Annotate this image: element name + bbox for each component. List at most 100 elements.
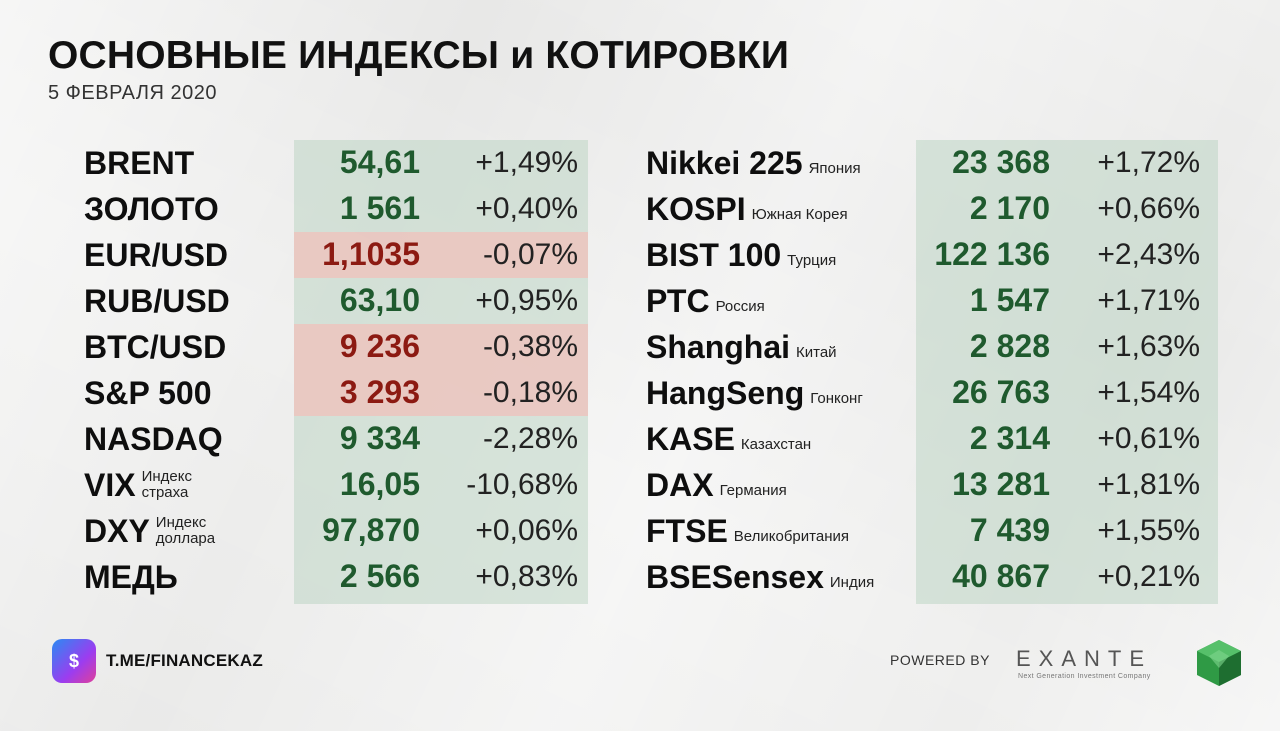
channel-link[interactable]: $ T.ME/FINANCEKAZ [52,639,263,683]
instrument-name: RUB/USD [84,283,230,320]
index-change: +1,63% [1097,330,1200,363]
table-row: BSESensex Индия [646,554,874,600]
index-value: 23 368 [952,144,1050,180]
table-row: HangSeng Гонконг [646,370,863,416]
instrument-value: 9 236 [339,328,420,364]
channel-handle: T.ME/FINANCEKAZ [106,651,263,670]
index-country: Япония [808,159,861,177]
instrument-name: ЗОЛОТО [84,191,219,228]
instrument-label: NASDAQ [84,420,223,457]
instrument-value: 3 293 [339,374,420,410]
instrument-value: 16,05 [339,466,420,502]
instrument-value: 1 561 [339,190,420,226]
index-country: Казахстан [740,435,812,453]
instrument-change: +0,06% [475,514,578,547]
negative-row-highlight [294,232,588,278]
instrument-value: 9 334 [339,420,420,456]
instrument-label: S&P 500 [84,374,212,411]
index-label: FTSE [646,512,728,549]
index-change: +1,55% [1097,514,1200,547]
index-country: Россия [715,297,765,315]
index-value: 2 828 [969,328,1050,364]
index-label: HangSeng [646,374,805,411]
index-country: Турция [787,251,837,269]
table-row: ЗОЛОТО [84,186,219,232]
index-label: KASE [646,420,735,457]
negative-row-highlight [294,324,588,370]
table-row: KOSPI Южная Корея [646,186,848,232]
table-row: BRENT [84,140,194,186]
index-name: Nikkei 225 Япония [646,145,861,182]
index-value: 122 136 [934,236,1050,272]
index-name: Shanghai Китай [646,329,837,366]
table-row: EUR/USD [84,232,228,278]
index-country: Германия [719,481,787,499]
instrument-change: +0,40% [475,192,578,225]
index-change: +0,61% [1097,422,1200,455]
green-cube-icon [1197,640,1241,686]
index-name: KASE Казахстан [646,421,811,458]
instrument-name: EUR/USD [84,237,228,274]
index-country: Индия [829,573,875,591]
instrument-name: BRENT [84,145,194,182]
table-row: DXY Индекс доллара [84,508,252,554]
page-title: ОСНОВНЫЕ ИНДЕКСЫ и КОТИРОВКИ [48,34,790,77]
index-label: BSESensex [646,558,824,595]
table-row: BTC/USD [84,324,226,370]
instrument-name: S&P 500 [84,375,212,412]
instrument-change: +0,95% [475,284,578,317]
right-table-panel [916,140,1218,604]
instrument-name: BTC/USD [84,329,226,366]
table-row: KASE Казахстан [646,416,811,462]
index-label: Shanghai [646,328,791,365]
instrument-label: VIX [84,466,136,503]
index-change: +1,54% [1097,376,1200,409]
instrument-value: 97,870 [322,512,420,548]
instrument-label: МЕДЬ [84,558,178,595]
index-name: DAX Германия [646,467,787,504]
index-name: BIST 100 Турция [646,237,836,274]
table-row: МЕДЬ [84,554,178,600]
instrument-name: DXY Индекс доллара [84,513,252,550]
index-name: РТС Россия [646,283,765,320]
instrument-name: МЕДЬ [84,559,178,596]
negative-row-highlight [294,370,588,416]
index-country: Гонконг [810,389,863,407]
index-change: +2,43% [1097,238,1200,271]
instrument-label: EUR/USD [84,236,229,273]
index-name: KOSPI Южная Корея [646,191,848,228]
table-row: Shanghai Китай [646,324,837,370]
instrument-change: -0,18% [482,376,578,409]
coins-icon: $ [52,639,96,683]
index-name: HangSeng Гонконг [646,375,863,412]
index-value: 1 547 [969,282,1050,318]
instrument-value: 2 566 [339,558,420,594]
instrument-label: DXY [84,512,150,549]
instrument-change: -0,07% [482,238,578,271]
index-country: Китай [796,343,837,361]
instrument-label: BTC/USD [84,328,227,365]
instrument-subtitle: Индекс доллара [155,514,216,547]
instrument-change: -10,68% [466,468,578,501]
index-label: BIST 100 [646,236,782,273]
instrument-subtitle: Индекс страха [141,468,192,501]
instrument-value: 54,61 [339,144,420,180]
instrument-label: RUB/USD [84,282,230,319]
index-value: 26 763 [952,374,1050,410]
index-value: 13 281 [952,466,1050,502]
powered-by-label: POWERED BY [890,652,990,668]
index-value: 40 867 [952,558,1050,594]
instrument-change: +1,49% [475,146,578,179]
index-label: KOSPI [646,190,746,227]
table-row: VIX Индекс страха [84,462,238,508]
table-row: RUB/USD [84,278,230,324]
index-value: 2 314 [969,420,1050,456]
index-change: +0,66% [1097,192,1200,225]
index-country: Великобритания [733,527,849,545]
index-country: Южная Корея [751,205,848,223]
table-row: РТС Россия [646,278,765,324]
instrument-change: -2,28% [482,422,578,455]
brand-tagline: Next Generation Investment Company [1018,673,1151,680]
index-change: +0,21% [1097,560,1200,593]
index-value: 2 170 [969,190,1050,226]
